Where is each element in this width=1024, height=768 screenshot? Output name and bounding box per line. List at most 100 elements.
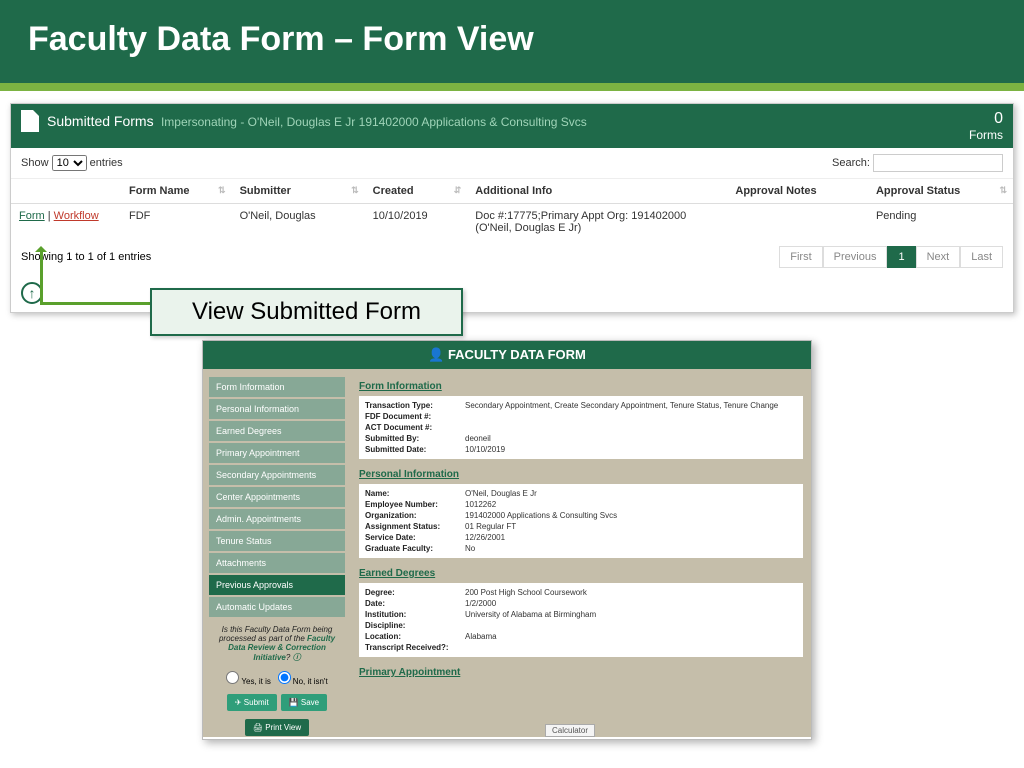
section-primary-title: Primary Appointment <box>359 663 803 682</box>
col-notes[interactable]: Approval Notes <box>727 179 868 204</box>
cell-notes <box>727 204 868 241</box>
table-footer: Showing 1 to 1 of 1 entries First Previo… <box>11 240 1013 278</box>
field-value: 01 Regular FT <box>465 522 797 531</box>
field-label: Organization: <box>365 511 465 520</box>
form-row: Assignment Status:01 Regular FT <box>365 521 797 532</box>
form-sidenav: Form InformationPersonal InformationEarn… <box>203 369 351 737</box>
submitted-forms-title: Submitted Forms <box>47 113 154 129</box>
form-content: Form Information Transaction Type:Second… <box>351 369 811 737</box>
field-label: Graduate Faculty: <box>365 544 465 553</box>
radio-yes[interactable]: Yes, it is <box>226 677 271 686</box>
accent-bar <box>0 83 1024 91</box>
form-row: Date:1/2/2000 <box>365 598 797 609</box>
section-personal: Name:O'Neil, Douglas E JrEmployee Number… <box>359 484 803 558</box>
submit-button[interactable]: ✈ Submit <box>227 694 277 711</box>
sidenav-item[interactable]: Earned Degrees <box>209 421 345 441</box>
search-input[interactable] <box>873 154 1003 172</box>
field-label: Submitted By: <box>365 434 465 443</box>
col-form-name[interactable]: Form Name⇅ <box>121 179 232 204</box>
callout-arrow-h <box>40 302 150 305</box>
form-row: Name:O'Neil, Douglas E Jr <box>365 488 797 499</box>
submitted-forms-header: Submitted Forms Impersonating - O'Neil, … <box>11 104 1013 148</box>
field-label: Service Date: <box>365 533 465 542</box>
document-icon <box>21 110 39 132</box>
col-additional[interactable]: Additional Info <box>467 179 727 204</box>
field-value <box>465 643 797 652</box>
cell-status: Pending <box>868 204 1013 241</box>
form-row: Institution:University of Alabama at Bir… <box>365 609 797 620</box>
pager-page[interactable]: 1 <box>887 246 915 268</box>
field-label: Date: <box>365 599 465 608</box>
section-personal-title: Personal Information <box>359 465 803 484</box>
sidenav-item[interactable]: Tenure Status <box>209 531 345 551</box>
form-row: Submitted Date:10/10/2019 <box>365 444 797 455</box>
sidenav-item[interactable]: Personal Information <box>209 399 345 419</box>
cell-form-name: FDF <box>121 204 232 241</box>
field-value: 1/2/2000 <box>465 599 797 608</box>
show-label-pre: Show <box>21 157 49 169</box>
form-row: Employee Number:1012262 <box>365 499 797 510</box>
form-row: Graduate Faculty:No <box>365 543 797 554</box>
pager-first[interactable]: First <box>779 246 822 268</box>
section-form-info: Transaction Type:Secondary Appointment, … <box>359 396 803 459</box>
submitted-forms-panel: Submitted Forms Impersonating - O'Neil, … <box>10 103 1014 313</box>
form-row: Transaction Type:Secondary Appointment, … <box>365 400 797 411</box>
sidenav-item[interactable]: Automatic Updates <box>209 597 345 617</box>
entries-select[interactable]: 10 <box>52 155 87 171</box>
initiative-radios: Yes, it is No, it isn't <box>209 669 345 688</box>
search-label: Search: <box>832 157 870 169</box>
field-value: 10/10/2019 <box>465 445 797 454</box>
table-controls: Show 10 entries Search: <box>11 148 1013 179</box>
sidenav-item[interactable]: Secondary Appointments <box>209 465 345 485</box>
field-label: Assignment Status: <box>365 522 465 531</box>
save-button[interactable]: 💾 Save <box>281 694 327 711</box>
field-value: 200 Post High School Coursework <box>465 588 797 597</box>
field-value <box>465 412 797 421</box>
sidenav-item[interactable]: Form Information <box>209 377 345 397</box>
pager-last[interactable]: Last <box>960 246 1003 268</box>
field-value: No <box>465 544 797 553</box>
field-value: 12/26/2001 <box>465 533 797 542</box>
sidenav-item[interactable]: Primary Appointment <box>209 443 345 463</box>
sidenav-item[interactable]: Attachments <box>209 553 345 573</box>
faculty-form-header: 👤 FACULTY DATA FORM <box>203 341 811 369</box>
col-created[interactable]: Created⇵ <box>365 179 468 204</box>
field-value <box>465 621 797 630</box>
workflow-link[interactable]: Workflow <box>54 210 99 222</box>
form-row: FDF Document #: <box>365 411 797 422</box>
field-value: Alabama <box>465 632 797 641</box>
field-value: 191402000 Applications & Consulting Svcs <box>465 511 797 520</box>
field-label: Transcript Received?: <box>365 643 465 652</box>
initiative-note: Is this Faculty Data Form being processe… <box>209 619 345 669</box>
form-row: Submitted By:deoneil <box>365 433 797 444</box>
sidenav-item[interactable]: Center Appointments <box>209 487 345 507</box>
pager-next[interactable]: Next <box>916 246 961 268</box>
page-title: Faculty Data Form – Form View <box>28 20 996 59</box>
form-row: ACT Document #: <box>365 422 797 433</box>
callout-arrow <box>40 248 43 304</box>
col-status[interactable]: Approval Status⇅ <box>868 179 1013 204</box>
show-label-post: entries <box>90 157 123 169</box>
form-link[interactable]: Form <box>19 210 45 222</box>
calculator-tab[interactable]: Calculator <box>545 724 595 737</box>
print-view-button[interactable]: 🖨 Print View <box>245 719 309 736</box>
field-value: 1012262 <box>465 500 797 509</box>
sidenav-item[interactable]: Admin. Appointments <box>209 509 345 529</box>
forms-count: 0 <box>969 110 1003 128</box>
field-label: Submitted Date: <box>365 445 465 454</box>
section-degrees-title: Earned Degrees <box>359 564 803 583</box>
pager-previous[interactable]: Previous <box>823 246 888 268</box>
form-row: Discipline: <box>365 620 797 631</box>
radio-no[interactable]: No, it isn't <box>278 677 328 686</box>
form-row: Service Date:12/26/2001 <box>365 532 797 543</box>
sidenav-item[interactable]: Previous Approvals <box>209 575 345 595</box>
field-value: deoneil <box>465 434 797 443</box>
field-label: Name: <box>365 489 465 498</box>
section-degrees: Degree:200 Post High School CourseworkDa… <box>359 583 803 657</box>
field-label: Discipline: <box>365 621 465 630</box>
field-label: Transaction Type: <box>365 401 465 410</box>
col-submitter[interactable]: Submitter⇅ <box>232 179 365 204</box>
field-value: University of Alabama at Birmingham <box>465 610 797 619</box>
page-banner: Faculty Data Form – Form View <box>0 0 1024 83</box>
impersonating-text: Impersonating - O'Neil, Douglas E Jr 191… <box>161 115 587 129</box>
